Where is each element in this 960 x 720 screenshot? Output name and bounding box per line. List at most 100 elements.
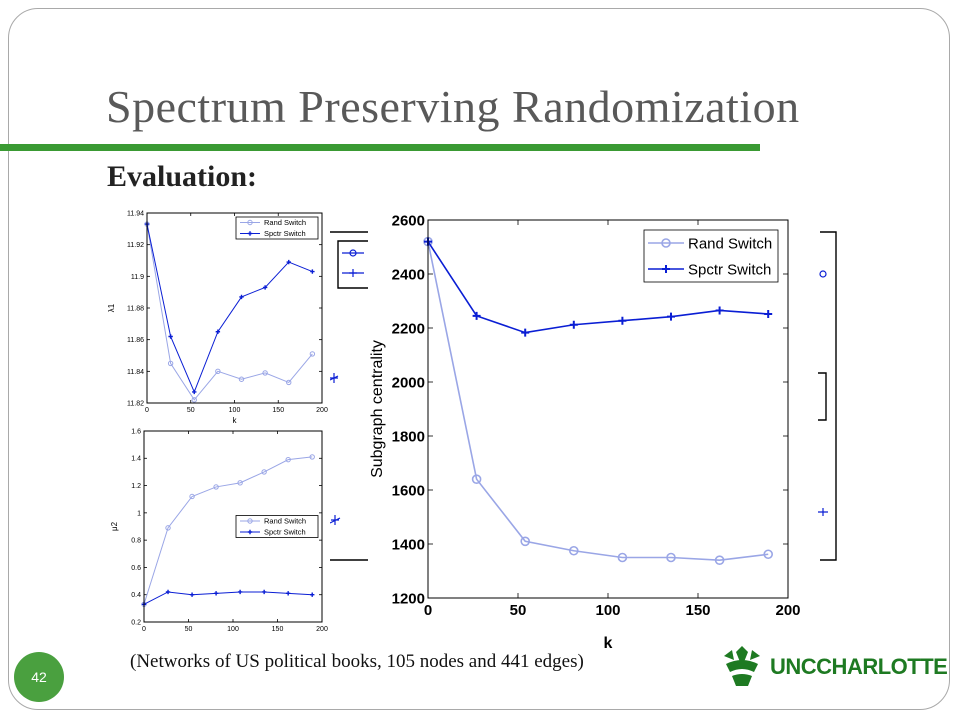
legend-label: Rand Switch [264, 517, 306, 526]
y-tick-label: 11.86 [127, 337, 144, 344]
data-point-spctr-switch [310, 592, 315, 597]
x-tick-label: 0 [145, 407, 149, 414]
data-point-rand-switch [238, 376, 245, 382]
y-axis-label: λ1 [107, 303, 116, 312]
data-point-rand-switch [286, 379, 292, 386]
x-tick-label: 200 [316, 407, 328, 414]
y-tick-label: 0.4 [131, 592, 141, 599]
y-tick-label: 2200 [392, 320, 425, 337]
legend-marker [247, 219, 253, 226]
data-point-spctr-switch [192, 389, 197, 395]
crown-emblem-icon [724, 646, 760, 686]
y-tick-label: 1.2 [131, 483, 141, 490]
data-point-spctr-switch [618, 316, 627, 325]
data-point-rand-switch [213, 484, 219, 490]
y-tick-label: 2600 [392, 212, 425, 229]
figure-caption: (Networks of US political books, 105 nod… [130, 651, 584, 672]
y-tick-label: 11.82 [127, 400, 144, 407]
plot-area [143, 430, 323, 623]
data-point-rand-switch [237, 480, 243, 486]
legend-marker [661, 238, 671, 248]
y-tick-label: 0.8 [131, 538, 141, 545]
data-point-rand-switch [309, 351, 316, 357]
slide-subtitle: Evaluation: [107, 160, 258, 193]
data-point-rand-switch [215, 368, 221, 375]
data-point-rand-switch [617, 552, 628, 563]
series-line-rand-switch [146, 223, 313, 401]
subgraph-centrality-chart: 0 50 100 150 200 1200 1400 1600 1800 2000 2200 2400… [368, 200, 802, 650]
data-point-rand-switch [309, 454, 315, 460]
data-point-rand-switch [165, 525, 171, 531]
legend-label: Spctr Switch [688, 261, 771, 278]
plot-area [427, 219, 789, 599]
x-tick-label: 150 [685, 602, 710, 619]
legend-marker [662, 265, 670, 273]
data-point-spctr-switch [215, 329, 221, 334]
data-point-spctr-switch [472, 311, 481, 320]
legend-label: Rand Switch [688, 235, 772, 252]
title-underline [0, 144, 760, 151]
x-tick-label: 100 [229, 407, 241, 414]
legend-label: Spctr Switch [264, 229, 306, 238]
series-line-rand-switch [143, 456, 313, 605]
page-number: 42 [14, 652, 64, 702]
legend-marker [247, 529, 253, 535]
data-point-rand-switch [191, 397, 197, 403]
y-tick-label: 0.6 [131, 565, 141, 572]
y-tick-label: 2000 [392, 374, 425, 391]
data-point-spctr-switch [764, 309, 773, 318]
data-point-rand-switch [714, 555, 725, 566]
legend: Rand Switch Spctr Switch [643, 229, 779, 283]
data-point-spctr-switch [261, 589, 267, 595]
data-point-spctr-switch [213, 591, 219, 596]
legend: Rand Switch Spctr Switch [235, 515, 319, 538]
x-tick-label: 150 [272, 407, 284, 414]
y-tick-label: 1.4 [131, 456, 141, 463]
data-point-rand-switch [189, 493, 195, 500]
x-axis-label: k [604, 635, 613, 650]
series-line-spctr-switch [427, 241, 769, 334]
data-point-spctr-switch [165, 589, 171, 595]
x-tick-label: 50 [185, 626, 193, 633]
data-point-spctr-switch [262, 285, 268, 290]
data-point-rand-switch [520, 536, 530, 547]
data-point-spctr-switch [715, 306, 724, 315]
data-point-spctr-switch [237, 589, 243, 595]
mu2-chart: 0 50 100 150 200 0.2 0.4 0.6 0.8 1 1.2 1.4 1.6 μ2 Rand… [108, 425, 330, 640]
y-tick-label: 11.92 [127, 242, 144, 249]
data-point-rand-switch [262, 370, 268, 376]
x-tick-label: 200 [775, 602, 800, 619]
data-point-spctr-switch [189, 592, 195, 597]
data-point-rand-switch [763, 549, 774, 560]
legend-marker [247, 518, 253, 524]
y-tick-label: 11.94 [127, 210, 144, 217]
data-point-rand-switch [261, 469, 267, 475]
y-tick-label: 1600 [392, 482, 425, 499]
data-point-spctr-switch [285, 591, 291, 596]
data-point-rand-switch [471, 474, 482, 485]
series-line-spctr-switch [146, 223, 313, 394]
legend-label: Spctr Switch [264, 528, 306, 537]
data-point-rand-switch [569, 545, 579, 556]
y-tick-label: 11.9 [131, 274, 144, 281]
data-point-spctr-switch [569, 320, 578, 329]
legend-label: Rand Switch [264, 218, 306, 227]
x-tick-label: 100 [595, 602, 620, 619]
data-point-rand-switch [285, 456, 291, 463]
y-tick-label: 1400 [392, 536, 425, 553]
x-tick-label: 0 [424, 602, 432, 619]
legend: Rand Switch Spctr Switch [235, 216, 319, 240]
data-point-rand-switch [167, 360, 174, 367]
y-axis-label: Subgraph centrality [369, 340, 386, 478]
data-point-spctr-switch [521, 328, 530, 337]
data-point-spctr-switch [286, 259, 291, 265]
series-line-rand-switch [427, 241, 769, 562]
x-tick-label: 50 [510, 602, 527, 619]
y-tick-label: 1 [137, 510, 141, 517]
data-point-spctr-switch [168, 334, 173, 339]
plot-area [146, 212, 323, 404]
y-tick-label: 0.2 [131, 619, 141, 626]
data-point-spctr-switch [310, 269, 315, 274]
y-tick-label: 2400 [392, 266, 425, 283]
x-tick-label: 50 [187, 407, 195, 414]
